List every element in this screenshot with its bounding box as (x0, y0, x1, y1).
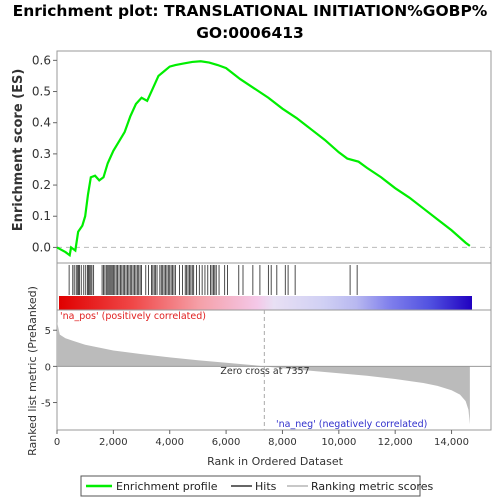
x-tick-label: 8,000 (268, 437, 297, 448)
x-axis-label: Rank in Ordered Dataset (207, 455, 344, 468)
es-ticks: 0.0 0.1 0.2 0.3 0.4 0.5 0.6 (32, 53, 491, 254)
legend-profile-label: Enrichment profile (116, 480, 218, 493)
zero-cross-label: Zero cross at 7357 (220, 366, 309, 377)
es-y-axis-label: Enrichment score (ES) (11, 69, 26, 232)
x-tick-label: 6,000 (212, 437, 241, 448)
ranked-y-tick-label: 5 (45, 326, 51, 337)
es-panel-frame (56, 50, 492, 264)
negative-correlation-label: 'na_neg' (negatively correlated) (276, 419, 427, 430)
es-y-tick-label: 0.4 (32, 116, 51, 130)
legend-hits-label: Hits (255, 480, 277, 493)
chart-title: Enrichment plot: TRANSLATIONAL INITIATIO… (0, 0, 500, 44)
x-tick-label: 2,000 (99, 437, 128, 448)
rank-heatmap-bar (59, 296, 472, 310)
x-tick-label: 14,000 (434, 437, 469, 448)
chart-title-line-1: Enrichment plot: TRANSLATIONAL INITIATIO… (12, 2, 488, 20)
es-y-tick-label: 0.6 (32, 53, 51, 67)
ranked-y-tick-label: 0 (45, 362, 51, 373)
es-y-tick-label: 0.3 (32, 147, 51, 161)
ranking-metric-area (57, 321, 470, 425)
x-tick-label: 0 (54, 437, 60, 448)
es-y-tick-label: 0.5 (32, 85, 51, 99)
x-tick-label: 4,000 (155, 437, 184, 448)
chart-title-line-2: GO:0006413 (196, 24, 304, 42)
es-y-tick-label: 0.2 (32, 178, 51, 192)
ranked-y-tick-label: -5 (41, 399, 51, 410)
positive-correlation-label: 'na_pos' (positively correlated) (60, 311, 206, 322)
es-y-tick-label: 0.0 (32, 240, 51, 254)
ranked-ticks: 5 0 -5 (41, 326, 57, 410)
enrichment-profile-line (56, 60, 471, 258)
x-tick-label: 10,000 (321, 437, 356, 448)
x-axis-ticks: 0 2,000 4,000 6,000 8,000 10,000 12,000 14,000 (54, 430, 469, 448)
x-tick-label: 12,000 (378, 437, 413, 448)
hits-markers (68, 265, 358, 295)
es-y-tick-label: 0.1 (32, 209, 51, 223)
legend-metric-label: Ranking metric scores (311, 480, 433, 493)
ranked-y-axis-label: Ranked list metric (PreRanked) (26, 286, 39, 456)
